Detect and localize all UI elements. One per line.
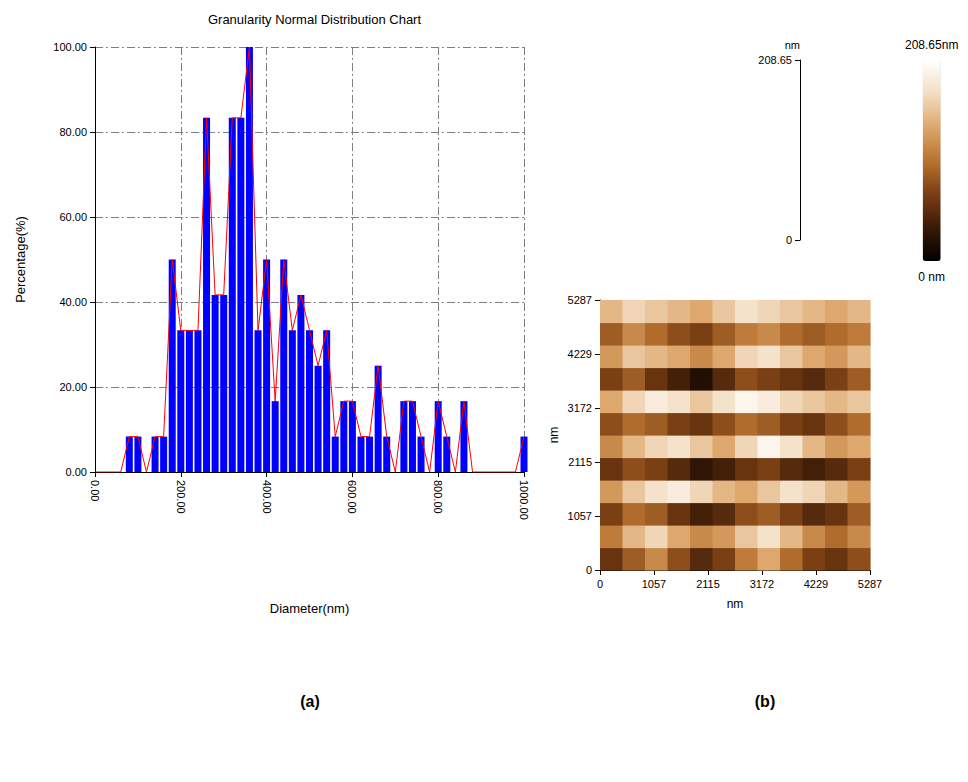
svg-text:3172: 3172	[750, 578, 774, 590]
svg-text:600.00: 600.00	[346, 480, 358, 514]
svg-text:208.65: 208.65	[758, 54, 792, 66]
svg-text:4229: 4229	[804, 578, 828, 590]
svg-text:0: 0	[597, 578, 603, 590]
svg-text:1057: 1057	[642, 578, 666, 590]
svg-text:0 nm: 0 nm	[918, 270, 945, 284]
svg-text:100.00: 100.00	[53, 41, 87, 53]
svg-text:20.00: 20.00	[59, 381, 87, 393]
svg-text:(a): (a)	[300, 693, 320, 710]
svg-text:1000.00: 1000.00	[518, 480, 530, 520]
svg-text:Percentage(%): Percentage(%)	[13, 216, 28, 303]
svg-text:4229: 4229	[568, 348, 592, 360]
svg-text:0: 0	[586, 564, 592, 576]
svg-text:2115: 2115	[696, 578, 720, 590]
svg-text:40.00: 40.00	[59, 296, 87, 308]
svg-text:5287: 5287	[568, 294, 592, 306]
svg-text:80.00: 80.00	[59, 126, 87, 138]
svg-text:nm: nm	[727, 597, 744, 611]
svg-text:400.00: 400.00	[261, 480, 273, 514]
svg-text:200.00: 200.00	[175, 480, 187, 514]
svg-text:0.00: 0.00	[89, 480, 101, 501]
svg-text:800.00: 800.00	[432, 480, 444, 514]
svg-text:nm: nm	[785, 39, 800, 51]
svg-text:3172: 3172	[568, 402, 592, 414]
svg-text:1057: 1057	[568, 510, 592, 522]
svg-text:Granularity Normal Distributio: Granularity Normal Distribution Chart	[208, 12, 422, 27]
svg-text:nm: nm	[547, 427, 561, 444]
svg-text:5287: 5287	[858, 578, 882, 590]
svg-text:60.00: 60.00	[59, 211, 87, 223]
svg-text:(b): (b)	[755, 693, 775, 710]
svg-text:0: 0	[786, 234, 792, 246]
svg-text:208.65nm: 208.65nm	[905, 38, 958, 52]
svg-text:0.00: 0.00	[66, 466, 87, 478]
svg-text:2115: 2115	[568, 456, 592, 468]
svg-text:Diameter(nm): Diameter(nm)	[270, 601, 349, 616]
